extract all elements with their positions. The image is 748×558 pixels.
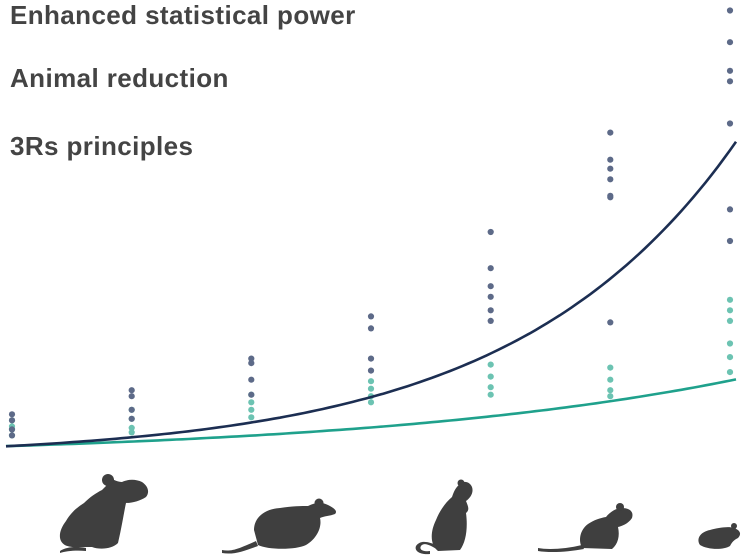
teal-point-4 [128,429,135,436]
teal-point-16 [487,391,494,398]
navy-point-32 [726,78,734,85]
teal-point-21 [607,387,614,394]
large-rat-icon [59,474,149,553]
navy-point-34 [726,39,734,46]
navy-point-9 [248,376,255,383]
teal-point-5 [128,424,135,431]
navy-point-15 [367,313,375,320]
headline-statistical-power: Enhanced statistical power [10,0,356,30]
small-mouse-icon [538,503,633,553]
teal-point-12 [367,399,375,406]
teal-point-26 [726,340,734,347]
teal-point-23 [607,364,614,371]
teal-point-28 [726,307,734,314]
navy-point-5 [128,406,135,413]
navy-point-27 [607,156,614,163]
mouse-standing-icon [415,479,473,555]
teal-point-20 [607,393,614,400]
navy-point-24 [607,192,614,199]
navy-point-30 [726,206,734,213]
navy-point-4 [128,415,135,422]
teal-point-9 [248,406,255,413]
navy-point-31 [726,120,734,127]
rodent-silhouettes [59,474,741,555]
navy-point-18 [487,293,494,300]
navy-trend-line [5,141,738,448]
navy-point-2 [8,417,16,424]
teal-point-14 [367,385,375,392]
headline-animal-reduction: Animal reduction [10,63,229,93]
navy-point-17 [487,307,494,314]
teal-point-15 [367,378,375,385]
teal-trend-line [5,378,737,448]
navy-point-0 [8,432,16,439]
teal-point-24 [726,369,734,376]
teal-point-22 [607,376,614,383]
navy-point-1 [8,426,16,433]
navy-series-points [8,7,734,439]
navy-point-13 [367,355,375,362]
navy-point-11 [248,355,255,362]
teal-point-25 [726,354,734,361]
navy-point-20 [487,265,494,272]
navy-point-16 [487,317,494,324]
navy-point-3 [8,411,16,418]
navy-point-7 [128,387,135,394]
navy-point-28 [607,129,614,136]
medium-rat-icon [222,498,337,554]
navy-point-26 [607,165,614,172]
headline-3rs-principles: 3Rs principles [10,131,194,161]
navy-point-35 [726,7,734,14]
teal-point-18 [487,373,494,380]
navy-point-33 [726,67,734,74]
teal-point-8 [248,414,255,421]
navy-point-14 [367,325,375,332]
teal-point-29 [726,296,734,303]
navy-point-25 [607,176,614,183]
navy-point-10 [248,360,255,367]
navy-point-22 [607,319,614,326]
teal-point-19 [487,361,494,368]
navy-point-29 [726,237,734,245]
navy-point-12 [367,367,375,374]
teal-point-27 [726,317,734,324]
navy-point-21 [487,228,494,236]
navy-point-19 [487,283,494,290]
teal-point-17 [487,384,494,391]
teal-point-10 [248,399,255,406]
navy-point-6 [128,393,135,400]
tiny-mouse-icon [698,523,741,549]
navy-point-8 [248,391,255,398]
